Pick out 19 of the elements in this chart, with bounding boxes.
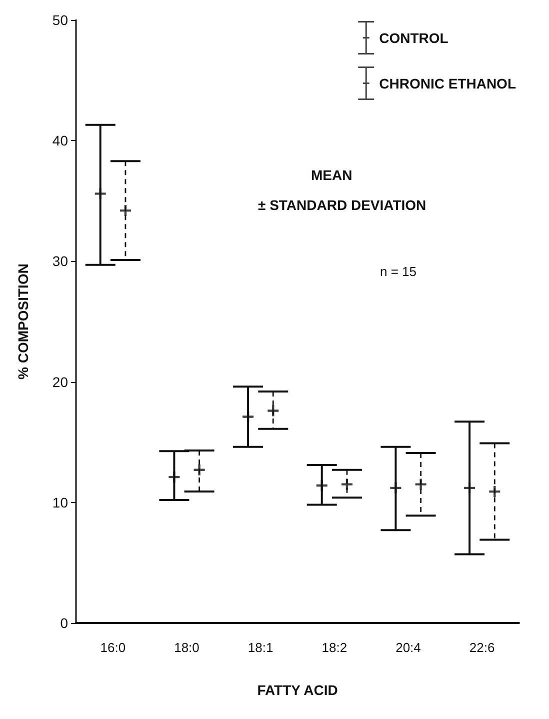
x-tick-label: 20:4: [396, 640, 421, 655]
legend-label: CONTROL: [379, 30, 449, 46]
y-tick-label: 50: [52, 12, 68, 28]
x-axis-title: FATTY ACID: [257, 682, 338, 698]
y-axis-title: % COMPOSITION: [15, 264, 31, 380]
legend-label: CHRONIC ETHANOL: [379, 75, 516, 92]
x-tick-label: 22:6: [469, 640, 495, 655]
x-tick-label: 18:0: [174, 640, 200, 655]
y-tick-label: 30: [52, 253, 68, 270]
annotation: MEAN: [311, 167, 352, 183]
y-tick-label: 0: [60, 615, 68, 631]
annotation: ± STANDARD DEVIATION: [258, 197, 426, 213]
x-tick-label: 16:0: [100, 640, 126, 655]
annotation: n = 15: [380, 264, 417, 279]
y-tick-label: 20: [52, 374, 68, 390]
x-tick-label: 18:2: [322, 640, 348, 655]
x-tick-label: 18:1: [248, 640, 274, 655]
y-tick-label: 40: [52, 132, 68, 149]
y-tick-label: 10: [52, 494, 68, 510]
